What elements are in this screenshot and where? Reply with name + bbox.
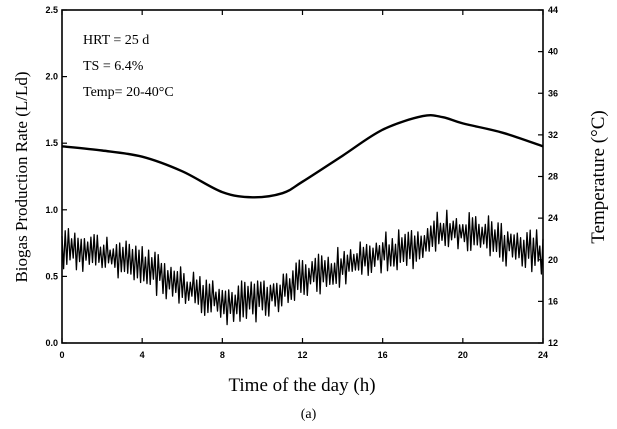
right-y-tick-label: 16 — [548, 296, 558, 306]
left-y-tick-label: 1.0 — [45, 205, 58, 215]
biogas-production-line — [61, 209, 544, 326]
right-y-tick-label: 20 — [548, 255, 558, 265]
series-layer — [61, 114, 544, 326]
right-y-axis-label: Temperature (°C) — [588, 110, 609, 243]
annotation-ts: TS = 6.4% — [83, 59, 144, 74]
left-y-tick-label: 2.0 — [45, 72, 58, 82]
left-y-axis-ticks: 0.0 0.5 1.0 1.5 2.0 2.5 — [45, 5, 67, 348]
x-axis-label: Time of the day (h) — [228, 375, 375, 396]
x-tick-label: 24 — [538, 350, 548, 360]
right-y-tick-label: 12 — [548, 338, 558, 348]
right-y-axis-ticks: 12 16 20 24 28 32 36 40 44 — [538, 5, 558, 348]
annotation-hrt: HRT = 25 d — [83, 33, 149, 48]
figure-caption: (a) — [300, 407, 317, 422]
right-y-tick-label: 28 — [548, 172, 558, 182]
x-axis-ticks: 0 4 8 12 16 20 24 — [59, 10, 548, 360]
right-y-tick-label: 44 — [548, 5, 558, 15]
left-y-tick-label: 1.5 — [45, 138, 58, 148]
annotation-block: HRT = 25 d TS = 6.4% Temp= 20-40°C — [83, 33, 174, 100]
left-y-axis-label: Biogas Production Rate (L/Ld) — [12, 71, 31, 282]
x-tick-label: 4 — [140, 350, 145, 360]
right-y-tick-label: 36 — [548, 88, 558, 98]
x-tick-label: 8 — [220, 350, 225, 360]
x-tick-label: 12 — [297, 350, 307, 360]
right-y-tick-label: 40 — [548, 47, 558, 57]
left-y-tick-label: 2.5 — [45, 5, 58, 15]
x-tick-label: 16 — [378, 350, 388, 360]
left-y-tick-label: 0.0 — [45, 338, 58, 348]
x-tick-label: 20 — [458, 350, 468, 360]
right-y-tick-label: 24 — [548, 213, 558, 223]
temperature-line — [61, 114, 544, 199]
right-y-tick-label: 32 — [548, 130, 558, 140]
annotation-temp: Temp= 20-40°C — [83, 85, 174, 100]
left-y-tick-label: 0.5 — [45, 271, 58, 281]
x-tick-label: 0 — [59, 350, 64, 360]
